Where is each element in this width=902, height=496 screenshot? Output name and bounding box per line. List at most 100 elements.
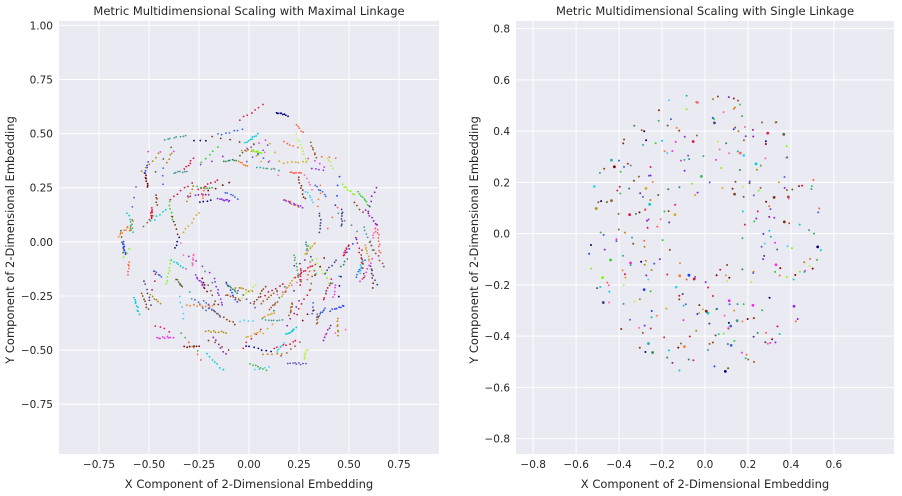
- scatter-point: [363, 198, 366, 200]
- scatter-point: [773, 216, 776, 219]
- scatter-point: [314, 263, 317, 266]
- scatter-point: [217, 132, 219, 135]
- scatter-point: [196, 353, 199, 356]
- scatter-point: [642, 288, 646, 292]
- scatter-point: [788, 222, 791, 225]
- scatter-point: [716, 95, 719, 98]
- left-y-tick-label: 1.00: [30, 20, 53, 32]
- scatter-point: [647, 218, 650, 221]
- scatter-point: [247, 320, 250, 322]
- scatter-point: [120, 236, 123, 238]
- left-x-tick-label: 0.00: [237, 459, 260, 471]
- scatter-point: [281, 293, 284, 296]
- scatter-point: [238, 141, 241, 143]
- scatter-point: [173, 172, 176, 175]
- scatter-point: [236, 198, 239, 201]
- scatter-point: [356, 230, 358, 233]
- scatter-point: [310, 167, 313, 170]
- scatter-point: [146, 292, 149, 295]
- scatter-point: [277, 174, 280, 177]
- scatter-point: [310, 282, 313, 285]
- scatter-point: [267, 296, 270, 299]
- scatter-point: [259, 166, 262, 169]
- scatter-point: [247, 139, 250, 142]
- scatter-point: [150, 210, 153, 213]
- scatter-point: [306, 313, 309, 316]
- scatter-point: [252, 286, 255, 288]
- scatter-point: [265, 349, 268, 352]
- scatter-point: [236, 129, 239, 132]
- scatter-point: [602, 233, 605, 236]
- right-y-tick-label: −0.2: [485, 280, 511, 292]
- scatter-point: [251, 290, 254, 292]
- scatter-point: [741, 115, 744, 118]
- scatter-point: [366, 267, 369, 270]
- scatter-point: [707, 349, 710, 352]
- scatter-point: [754, 162, 758, 166]
- scatter-point: [711, 116, 714, 119]
- scatter-point: [154, 170, 157, 173]
- scatter-point: [356, 242, 359, 244]
- scatter-point: [335, 259, 337, 262]
- scatter-point: [172, 336, 175, 339]
- scatter-point: [643, 209, 646, 211]
- scatter-point: [204, 330, 207, 333]
- scatter-point: [317, 205, 319, 208]
- scatter-point: [366, 236, 369, 239]
- right-scatter-points: [588, 94, 822, 373]
- scatter-point: [181, 285, 184, 288]
- scatter-point: [682, 319, 685, 322]
- scatter-point: [176, 193, 179, 196]
- scatter-point: [694, 194, 697, 197]
- scatter-point: [253, 332, 256, 335]
- scatter-point: [371, 257, 373, 260]
- scatter-point: [311, 306, 314, 309]
- scatter-point: [246, 165, 249, 167]
- scatter-point: [725, 142, 728, 145]
- scatter-point: [337, 295, 340, 298]
- right-chart-title: Metric Multidimensional Scaling with Sin…: [556, 4, 854, 18]
- scatter-point: [249, 302, 252, 305]
- scatter-point: [280, 352, 283, 355]
- scatter-point: [372, 236, 375, 239]
- scatter-point: [308, 266, 311, 268]
- scatter-point: [309, 196, 312, 199]
- scatter-point: [367, 212, 370, 215]
- scatter-point: [163, 337, 166, 340]
- scatter-point: [119, 233, 122, 236]
- scatter-point: [266, 327, 269, 330]
- scatter-point: [370, 244, 373, 247]
- scatter-point: [144, 166, 147, 169]
- scatter-point: [147, 160, 150, 163]
- scatter-point: [135, 186, 137, 188]
- scatter-point: [225, 352, 227, 355]
- scatter-point: [200, 193, 203, 195]
- scatter-point: [304, 253, 307, 255]
- scatter-point: [210, 160, 213, 163]
- scatter-point: [289, 317, 292, 320]
- scatter-point: [296, 313, 299, 316]
- scatter-point: [640, 260, 643, 263]
- scatter-point: [316, 321, 319, 324]
- scatter-point: [277, 348, 280, 350]
- scatter-point: [250, 335, 252, 337]
- left-x-tick-label: 0.50: [337, 459, 360, 471]
- scatter-point: [732, 97, 735, 100]
- scatter-point: [146, 288, 148, 291]
- scatter-point: [314, 184, 317, 187]
- scatter-point: [309, 288, 312, 291]
- scatter-point: [314, 152, 316, 155]
- scatter-point: [812, 178, 815, 181]
- scatter-point: [359, 269, 362, 272]
- scatter-point: [783, 175, 786, 178]
- scatter-point: [756, 331, 759, 334]
- scatter-point: [653, 262, 656, 265]
- scatter-point: [679, 342, 682, 345]
- scatter-point: [678, 274, 682, 278]
- scatter-point: [134, 302, 137, 305]
- scatter-point: [211, 304, 214, 307]
- scatter-point: [306, 294, 309, 297]
- scatter-point: [285, 344, 287, 347]
- scatter-point: [791, 188, 794, 191]
- scatter-point: [175, 135, 178, 138]
